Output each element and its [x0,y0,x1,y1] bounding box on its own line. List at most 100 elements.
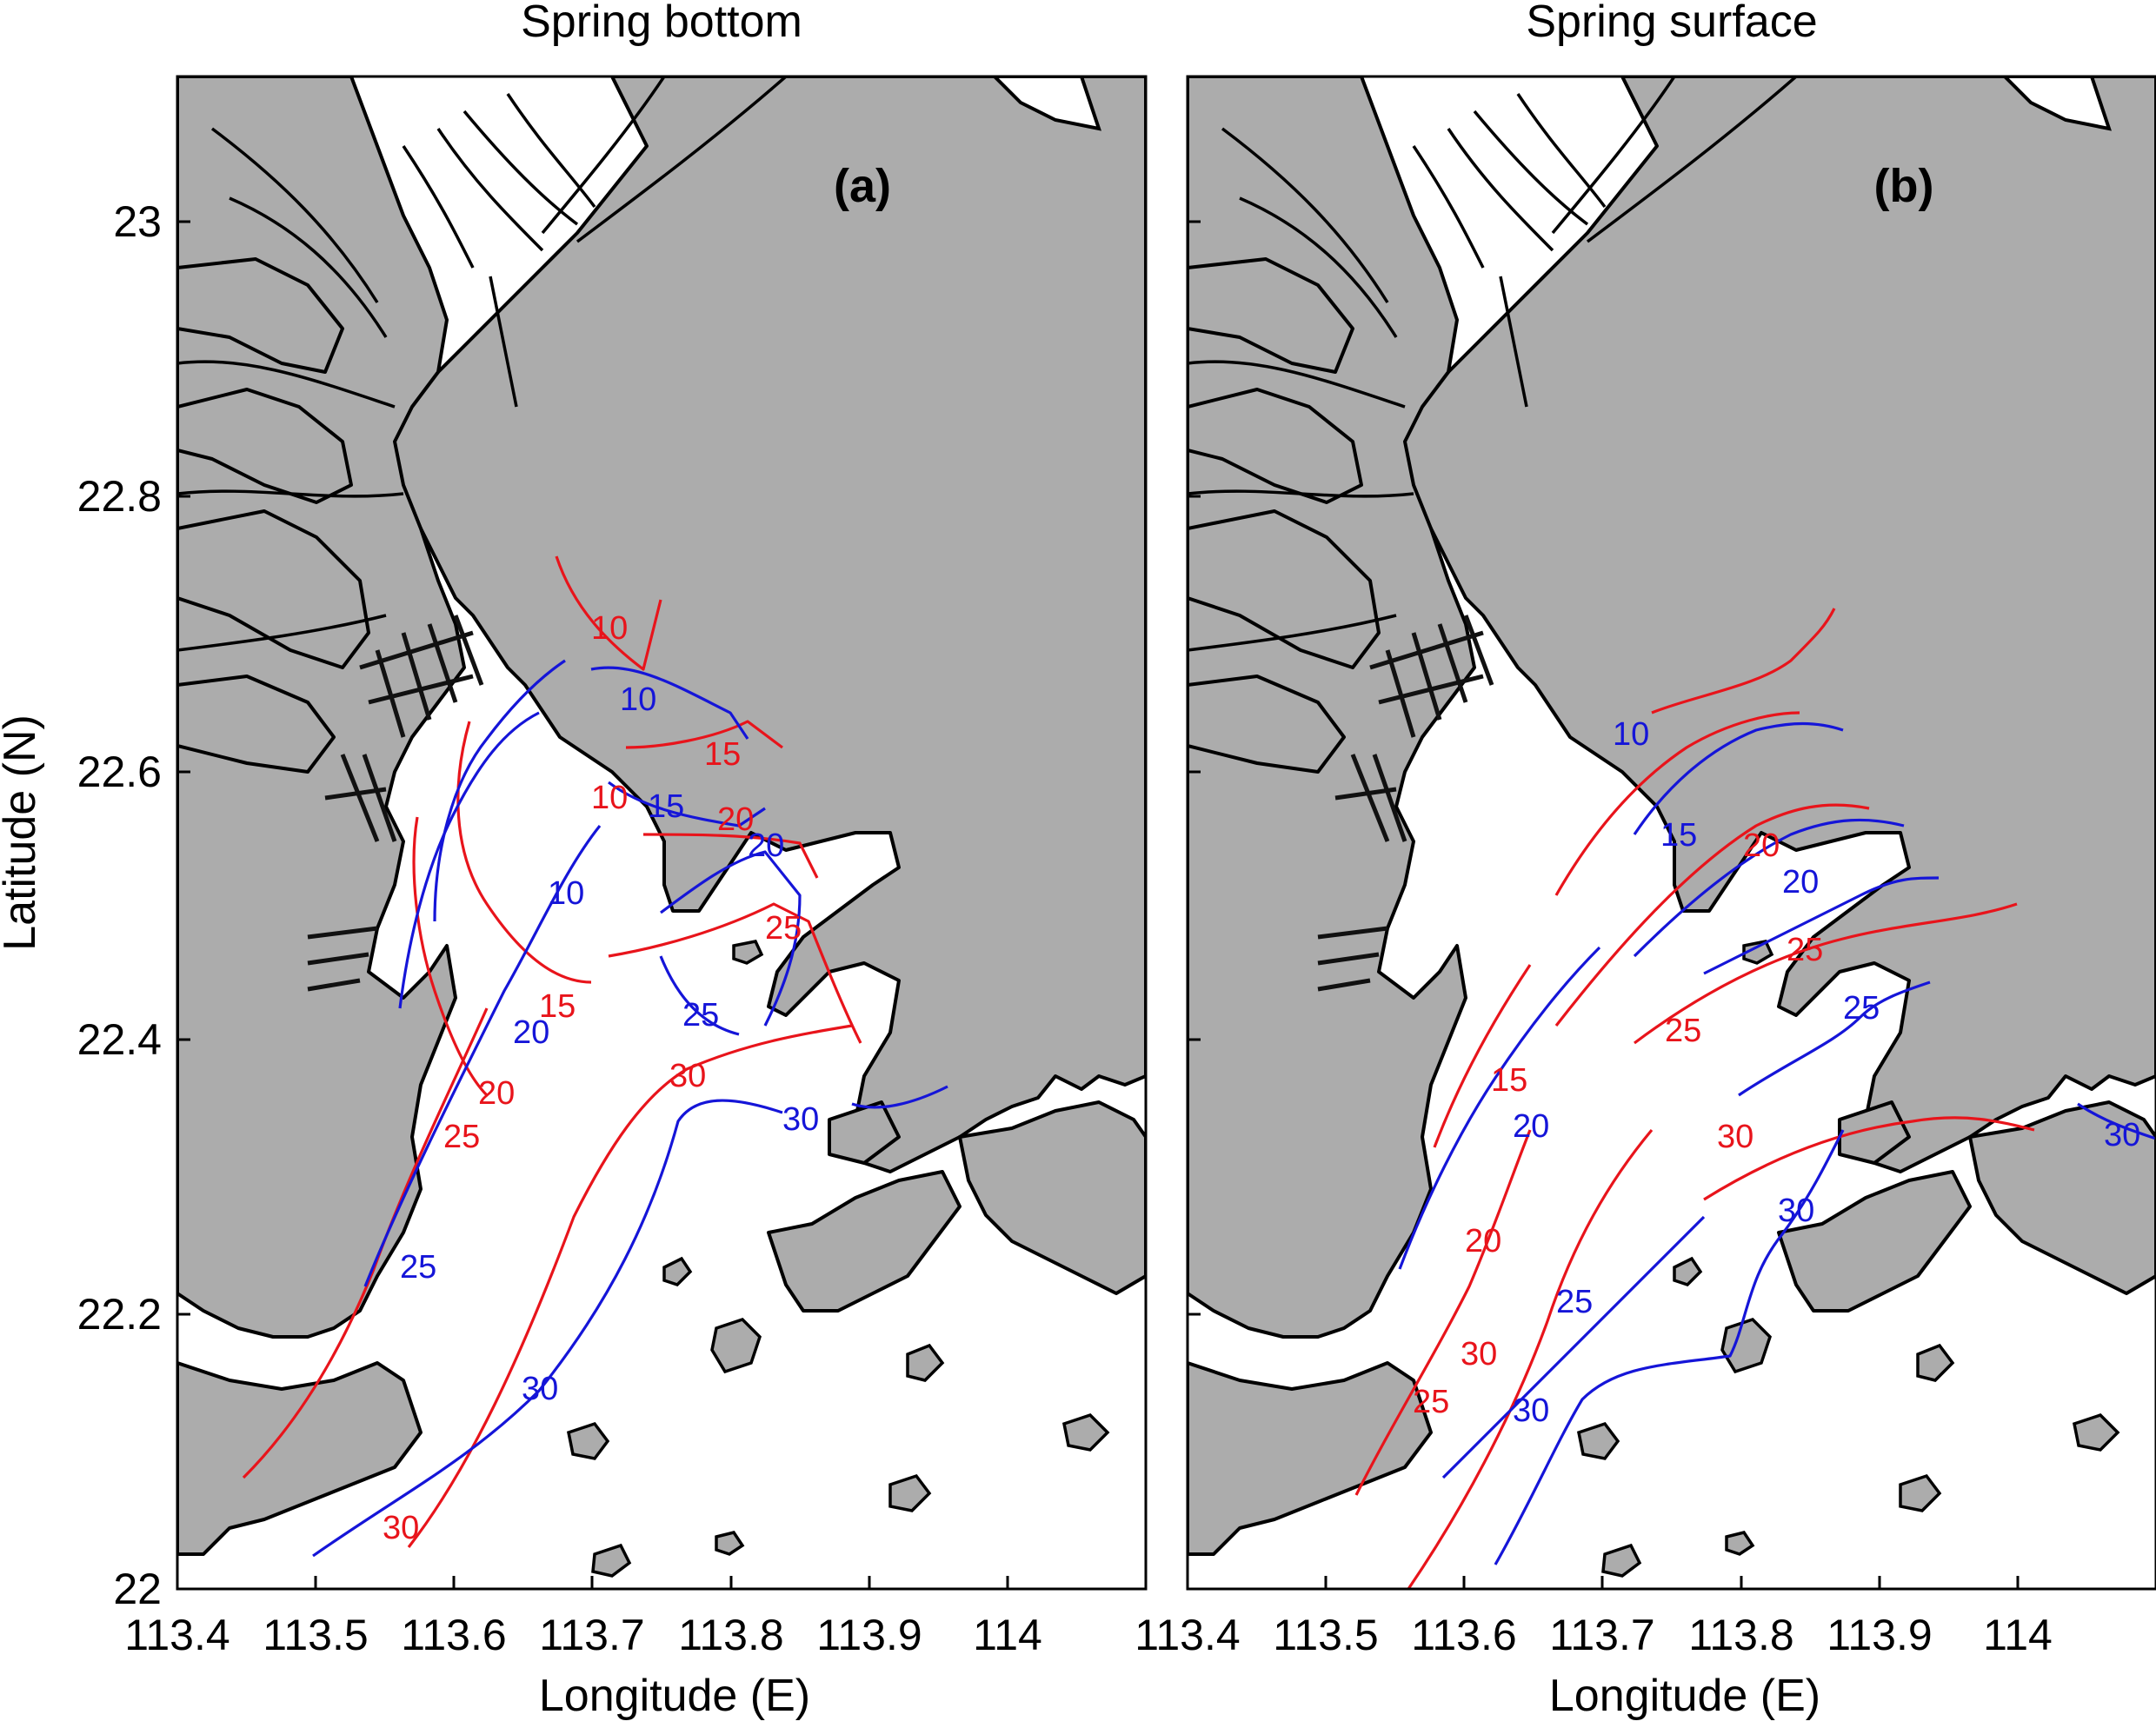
panel-a-map: 10 10 15 15 20 20 25 25 30 30 30 30 25 2… [177,76,1146,1589]
clab-b-r30b: 30 [1461,1336,1497,1372]
contour-red-30-a [407,1024,853,1548]
panel-b-frame [1186,75,2156,1591]
contour-red-25-b [1634,902,2018,1045]
clab-b-b25: 25 [1843,990,1880,1027]
x-tick-a-5: 113.9 [816,1611,922,1659]
contour-blue-15b-a [433,659,566,922]
clab-b-r20: 20 [1743,827,1780,864]
x-tick-a-6: 114 [973,1611,1042,1659]
contour-blue-30c-b [2077,1102,2156,1140]
y-tick-2: 22.6 [77,748,162,796]
contour-blue-20b-a [398,711,540,1009]
clab-b-b30c: 30 [2104,1117,2140,1153]
clab-a-b25: 25 [682,997,719,1033]
contour-red-5-b [1651,608,1836,714]
contour-blue-10-a [590,666,749,740]
panel-b-x-axis: 113.4 113.5 113.6 113.7 113.8 113.9 114 … [1135,1576,2053,1721]
contour-red-25b-a [242,1007,489,1479]
panel-a-frame [176,75,1148,1591]
x-tick-a-0: 113.4 [124,1611,230,1659]
clab-b-b15: 15 [1660,817,1697,854]
clab-a-r10: 10 [591,610,628,647]
clab-a-r25: 25 [765,910,802,947]
x-tick-a-2: 113.6 [401,1611,506,1659]
contour-red-20-b [1554,803,1870,1027]
panel-b-map: 10 15 20 20 25 25 25 30 30 30 25 30 30 2… [1188,76,2156,1589]
clab-a-b30: 30 [782,1101,819,1138]
clab-b-r15: 15 [1491,1062,1527,1099]
x-tick-b-0: 113.4 [1135,1611,1240,1659]
contour-red-30b-b [1407,1128,1654,1589]
panel-a: Spring bottom [0,0,1148,1721]
contour-blue-30-b [1494,1129,1845,1565]
contour-red-30-b [1703,1116,2035,1201]
clab-a-r20: 20 [717,801,754,838]
clab-b-b20: 20 [1782,864,1819,901]
x-tick-a-4: 113.8 [678,1611,783,1659]
clab-b-r30: 30 [1717,1119,1753,1155]
contour-red-25b-b [1354,1129,1532,1496]
clab-b-r25: 25 [1787,932,1823,968]
contour-blue-20b-b [1398,946,1601,1270]
contour-blue-30-a [312,1099,783,1558]
panel-a-x-axis: 113.4 113.5 113.6 113.7 113.8 113.9 114 … [124,1576,1042,1721]
x-tick-b-6: 114 [1983,1611,2053,1659]
clab-a-b15: 15 [648,788,684,825]
x-tick-b-5: 113.9 [1827,1611,1932,1659]
clab-b-b30b: 30 [1778,1193,1814,1229]
panel-b: Spring surface [1135,0,2156,1721]
clab-b-r20b: 20 [1465,1223,1501,1259]
x-tick-b-4: 113.8 [1688,1611,1793,1659]
panel-b-title: Spring surface [1526,0,1817,47]
clab-b-r25b: 25 [1413,1384,1449,1420]
y-tick-3: 22.4 [77,1015,162,1064]
y-axis: 23 22.8 22.6 22.4 22.2 22 Latitude (N) [0,197,190,1613]
clab-a-b25b: 25 [400,1249,436,1286]
contour-blue-10-b [1633,721,1844,835]
clab-a-b30b: 30 [522,1371,558,1407]
x-axis-label-b: Longitude (E) [1549,1671,1820,1721]
panel-a-contour-labels: 10 10 15 15 20 20 25 25 30 30 30 30 25 2… [383,610,819,1546]
contour-red-20-a [642,833,819,879]
x-tick-b-1: 113.5 [1273,1611,1378,1659]
panel-b-contour-labels: 10 15 20 20 25 25 25 30 30 30 25 30 30 2… [1413,716,2140,1429]
x-tick-a-1: 113.5 [263,1611,368,1659]
contour-red-10b-a [456,721,592,984]
clab-a-r30: 30 [669,1058,706,1094]
contour-blue-25-b [1738,980,1931,1097]
contour-red-25-a [608,902,862,1044]
x-tick-a-3: 113.7 [539,1611,644,1659]
clab-b-b20b: 20 [1513,1108,1549,1145]
clab-b-b30: 30 [1513,1392,1549,1429]
panel-b-contours [1354,608,2156,1589]
y-tick-5: 22 [113,1565,162,1613]
contour-blue-25b-b [1441,1215,1706,1479]
clab-a-r30b: 30 [383,1510,419,1546]
clab-b-r25c: 25 [1665,1013,1701,1049]
panel-b-label: (b) [1874,160,1934,212]
panel-a-title: Spring bottom [521,0,802,47]
panel-b-y-ticks [1188,220,1201,1316]
clab-a-r20b: 20 [478,1075,515,1112]
clab-a-r25b: 25 [443,1119,480,1155]
x-tick-b-2: 113.6 [1411,1611,1516,1659]
contour-blue-25b-a [363,825,602,1287]
x-axis-label-a: Longitude (E) [539,1671,810,1721]
panel-a-contours [242,555,948,1558]
y-tick-4: 22.2 [77,1290,162,1339]
y-axis-label: Latitude (N) [0,714,45,951]
clab-a-b10b: 10 [548,875,584,912]
clab-b-b25b: 25 [1556,1284,1593,1320]
contour-blue-30b-a [851,1085,948,1109]
clab-a-b20b: 20 [513,1014,549,1051]
contour-blue-20-b [1703,876,1940,975]
y-tick-0: 23 [113,197,162,246]
contour-blue-15-b [1633,818,1905,958]
contour-blue-15-a [608,781,766,827]
contour-red-10-a [555,555,662,671]
clab-a-b20: 20 [748,827,784,864]
contour-red-20b-b [1433,964,1532,1148]
clab-a-r15: 15 [704,736,741,773]
contour-blue-25-a [659,955,740,1036]
